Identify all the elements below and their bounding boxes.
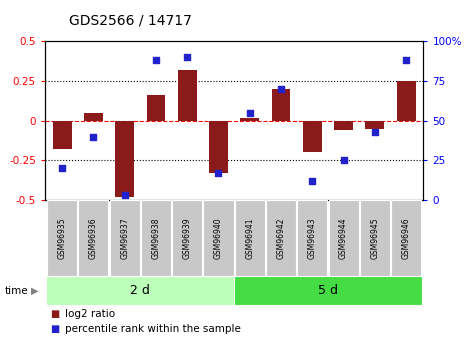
Text: log2 ratio: log2 ratio bbox=[65, 309, 115, 319]
Bar bbox=[298, 200, 327, 276]
Bar bbox=[366, 121, 384, 129]
Text: ▶: ▶ bbox=[31, 286, 38, 296]
Bar bbox=[141, 200, 171, 276]
Text: GSM96940: GSM96940 bbox=[214, 217, 223, 259]
Text: GSM96939: GSM96939 bbox=[183, 217, 192, 259]
Text: ■: ■ bbox=[50, 325, 59, 334]
Text: GSM96938: GSM96938 bbox=[151, 217, 160, 259]
Bar bbox=[172, 200, 202, 276]
Bar bbox=[391, 200, 421, 276]
Point bbox=[184, 55, 191, 60]
Point bbox=[403, 58, 410, 63]
Text: GSM96942: GSM96942 bbox=[277, 217, 286, 259]
Point bbox=[58, 166, 66, 171]
Text: GSM96943: GSM96943 bbox=[308, 217, 317, 259]
Text: GSM96944: GSM96944 bbox=[339, 217, 348, 259]
Point bbox=[308, 178, 316, 184]
Bar bbox=[240, 118, 259, 121]
Point bbox=[246, 110, 254, 116]
Bar bbox=[235, 200, 265, 276]
Text: GSM96937: GSM96937 bbox=[120, 217, 129, 259]
Text: GSM96946: GSM96946 bbox=[402, 217, 411, 259]
Bar bbox=[209, 121, 228, 173]
Bar bbox=[79, 200, 108, 276]
Point bbox=[340, 158, 347, 163]
Text: ■: ■ bbox=[50, 309, 59, 319]
Bar bbox=[234, 276, 422, 305]
Bar bbox=[329, 200, 359, 276]
Bar bbox=[84, 113, 103, 121]
Text: percentile rank within the sample: percentile rank within the sample bbox=[65, 325, 241, 334]
Bar bbox=[334, 121, 353, 130]
Text: GSM96945: GSM96945 bbox=[370, 217, 379, 259]
Text: time: time bbox=[5, 286, 28, 296]
Bar bbox=[203, 200, 234, 276]
Bar bbox=[53, 121, 71, 149]
Text: 2 d: 2 d bbox=[131, 284, 150, 297]
Text: GSM96941: GSM96941 bbox=[245, 217, 254, 259]
Bar bbox=[47, 200, 77, 276]
Bar bbox=[147, 95, 166, 121]
Bar bbox=[266, 200, 296, 276]
Point bbox=[215, 170, 222, 176]
Bar bbox=[110, 200, 140, 276]
Bar bbox=[46, 276, 234, 305]
Bar bbox=[115, 121, 134, 197]
Point bbox=[371, 129, 379, 135]
Point bbox=[277, 86, 285, 92]
Text: GDS2566 / 14717: GDS2566 / 14717 bbox=[69, 14, 192, 28]
Bar bbox=[397, 81, 415, 121]
Bar bbox=[360, 200, 390, 276]
Bar bbox=[178, 70, 197, 121]
Bar bbox=[272, 89, 290, 121]
Point bbox=[121, 193, 129, 198]
Point bbox=[89, 134, 97, 139]
Text: 5 d: 5 d bbox=[318, 284, 338, 297]
Bar bbox=[303, 121, 322, 152]
Point bbox=[152, 58, 160, 63]
Text: GSM96936: GSM96936 bbox=[89, 217, 98, 259]
Text: GSM96935: GSM96935 bbox=[58, 217, 67, 259]
